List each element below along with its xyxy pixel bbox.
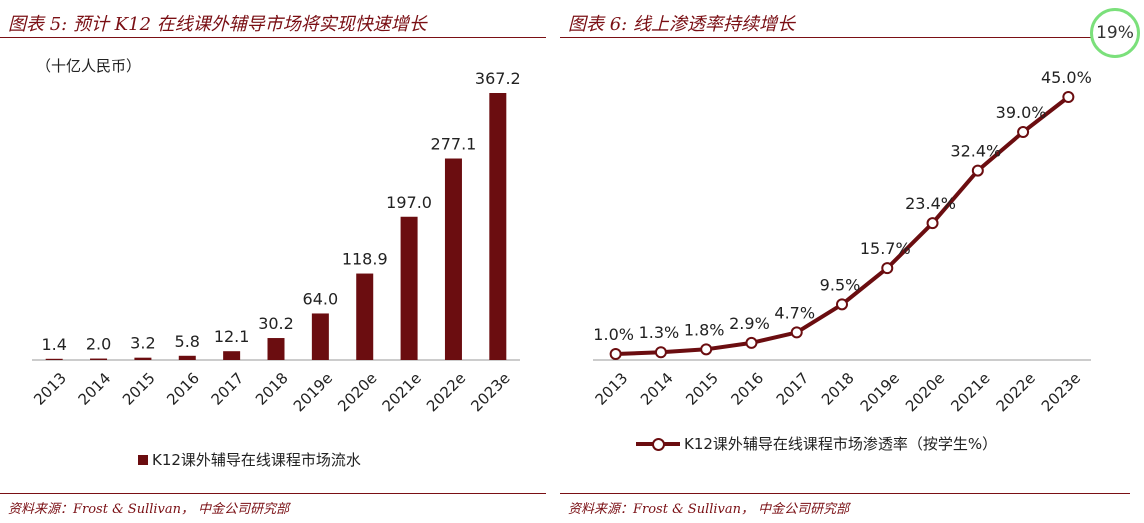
bar xyxy=(134,357,152,360)
x-tick-label: 2018 xyxy=(818,369,858,409)
point-value-label: 4.7% xyxy=(774,303,815,322)
left-source-note: 资料来源：Frost & Sullivan， 中金公司研究部 xyxy=(8,502,290,517)
bar-value-label: 3.2 xyxy=(130,334,155,353)
bar-value-label: 197.0 xyxy=(386,193,432,212)
x-tick-label: 2014 xyxy=(75,369,115,409)
line-point xyxy=(926,217,939,230)
left-chart-title: 图表 5: 预计 K12 在线课外辅导市场将实现快速增长 xyxy=(8,14,427,35)
bar xyxy=(45,358,63,360)
x-tick-label: 2014 xyxy=(637,369,677,409)
bar xyxy=(267,338,285,360)
bar-value-label: 1.4 xyxy=(41,335,66,354)
bar xyxy=(400,216,418,360)
right-legend: K12课外辅导在线课程市场渗透率（按学生%） xyxy=(636,433,997,454)
point-value-label: 1.8% xyxy=(684,320,725,339)
right-chart-title: 图表 6: 线上渗透率持续增长 xyxy=(568,14,795,35)
bar-value-label: 64.0 xyxy=(303,289,339,308)
x-tick-label: 2019e xyxy=(290,369,336,415)
bar-value-label: 30.2 xyxy=(258,314,294,333)
line-point xyxy=(971,164,984,177)
x-tick-label: 2017 xyxy=(208,369,248,409)
point-value-label: 45.0% xyxy=(1041,68,1092,87)
x-tick-label: 2022e xyxy=(993,369,1039,415)
x-tick-label: 2013 xyxy=(30,369,70,409)
bar xyxy=(356,273,374,360)
x-tick-label: 2019e xyxy=(857,369,903,415)
x-tick-label: 2023e xyxy=(1038,369,1084,415)
right-legend-label: K12课外辅导在线课程市场渗透率（按学生%） xyxy=(684,435,998,453)
point-value-label: 2.9% xyxy=(729,314,770,333)
bar xyxy=(489,93,507,360)
left-source-rule xyxy=(0,493,546,494)
line-point xyxy=(654,346,667,359)
bar xyxy=(223,351,241,360)
x-tick-label: 2020e xyxy=(902,369,948,415)
line-point xyxy=(836,298,848,311)
line-point xyxy=(881,262,894,275)
right-title-rule xyxy=(560,37,1130,38)
x-tick-label: 2015 xyxy=(119,369,159,409)
x-tick-label: 2015 xyxy=(682,369,722,409)
x-tick-label: 2016 xyxy=(727,369,767,409)
left-title-rule xyxy=(0,37,546,38)
bar xyxy=(90,358,108,360)
bar-value-label: 277.1 xyxy=(431,135,477,154)
legend-bar-swatch xyxy=(138,454,148,465)
bar xyxy=(444,158,462,360)
left-legend-label: K12课外辅导在线课程市场流水 xyxy=(152,451,361,469)
right-source-note: 资料来源：Frost & Sullivan， 中金公司研究部 xyxy=(568,502,850,517)
left-panel: 图表 5: 预计 K12 在线课外辅导市场将实现快速增长 （十亿人民币） 1.4… xyxy=(0,0,552,523)
point-value-label: 32.4% xyxy=(950,142,1001,161)
point-value-label: 9.5% xyxy=(820,275,861,294)
left-unit-label: （十亿人民币） xyxy=(36,57,142,75)
left-legend: K12课外辅导在线课程市场流水 xyxy=(138,449,361,470)
x-tick-label: 2021e xyxy=(947,369,993,415)
bar-chart: 1.4 2013 2.0 2014 3.2 2015 5.8 2016 12.1 2017 30.2… xyxy=(30,69,521,415)
x-tick-label: 2020e xyxy=(334,369,380,415)
x-tick-label: 2018 xyxy=(252,369,292,409)
series-line xyxy=(615,95,1070,356)
point-value-label: 23.4% xyxy=(905,194,956,213)
line-point xyxy=(1017,126,1030,139)
bar-value-label: 367.2 xyxy=(475,69,521,88)
point-value-label: 1.3% xyxy=(639,323,680,342)
bar-value-label: 12.1 xyxy=(214,327,250,346)
x-tick-label: 2017 xyxy=(773,369,813,409)
bar-value-label: 2.0 xyxy=(86,335,111,354)
bar-value-label: 5.8 xyxy=(175,332,200,351)
point-value-label: 1.0% xyxy=(593,325,634,344)
right-panel: 图表 6: 线上渗透率持续增长 1.0% 2013 1.3% 2014 1.8% 2015… xyxy=(560,0,1144,523)
x-tick-label: 2023e xyxy=(467,369,513,415)
right-source-rule xyxy=(560,493,1130,494)
line-point xyxy=(609,348,622,360)
bar xyxy=(311,313,329,360)
x-tick-label: 2016 xyxy=(163,369,203,409)
line-point xyxy=(745,336,758,349)
legend-line-swatch xyxy=(636,437,680,451)
bar xyxy=(178,355,196,360)
progress-badge: 19% xyxy=(1090,8,1140,58)
line-chart: 1.0% 2013 1.3% 2014 1.8% 2015 2.9% 2016 4.7% 2017… xyxy=(592,68,1092,415)
x-tick-label: 2021e xyxy=(379,369,425,415)
bar-value-label: 118.9 xyxy=(342,250,388,269)
point-value-label: 15.7% xyxy=(860,239,911,258)
line-point xyxy=(1062,91,1075,103)
x-tick-label: 2022e xyxy=(423,369,469,415)
line-point xyxy=(790,326,803,339)
x-tick-label: 2013 xyxy=(592,369,632,409)
line-point xyxy=(700,343,713,356)
point-value-label: 39.0% xyxy=(996,103,1047,122)
